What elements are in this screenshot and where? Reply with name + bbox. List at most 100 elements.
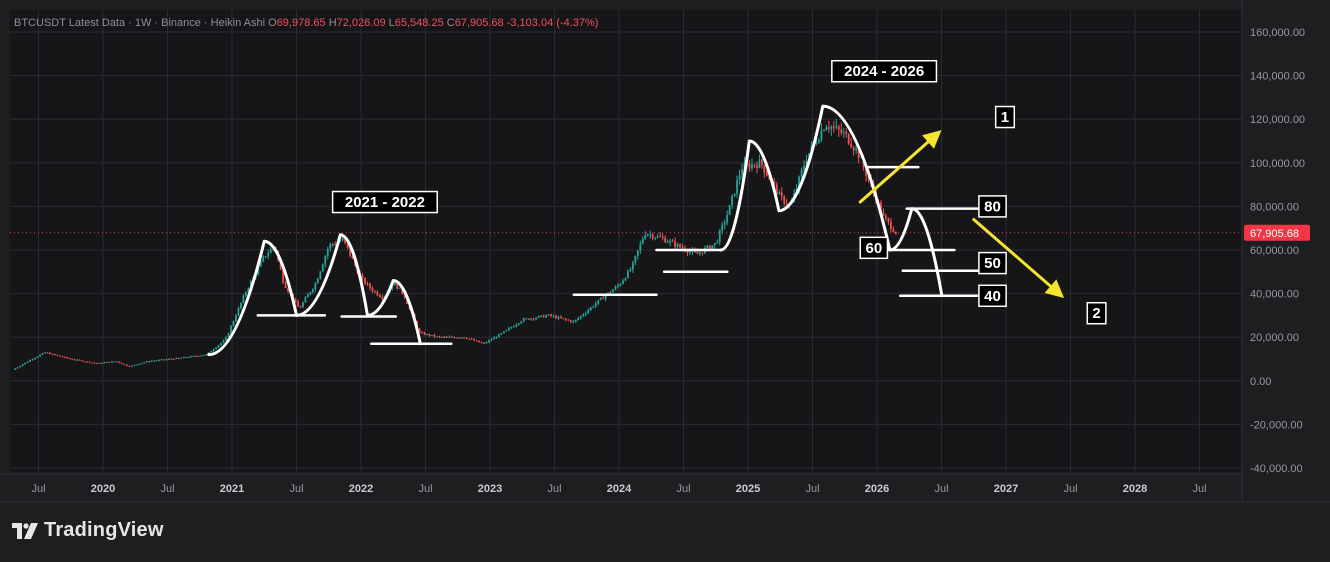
candle-body [143, 362, 146, 364]
candle-body [192, 355, 195, 357]
candle-body [180, 357, 183, 359]
candle-body [555, 316, 557, 319]
x-tick-label: Jul [289, 483, 303, 495]
level-label-40: 40 [978, 284, 1007, 308]
candle-body [520, 321, 523, 324]
candle-body [614, 286, 617, 290]
candle-body [433, 334, 436, 337]
candle-body [892, 229, 895, 232]
candle-body [473, 339, 476, 341]
candle-body [493, 337, 495, 340]
y-tick-label: 60,000.00 [1250, 245, 1299, 257]
candle-body [681, 247, 684, 249]
candle-body [58, 355, 61, 357]
candle-body [557, 316, 560, 319]
level-label-40-box [978, 284, 1007, 308]
candle-body [376, 291, 379, 296]
candle-body [527, 318, 530, 320]
candle-body [636, 250, 639, 257]
scenario-label-1: 1 [994, 105, 1016, 129]
candle-body [604, 295, 607, 300]
scenario-label-1-text: 1 [1001, 109, 1009, 126]
candle-body [708, 245, 711, 250]
candle-body [190, 356, 193, 358]
candle-body [535, 317, 538, 320]
candle-body [428, 334, 431, 336]
tradingview-logo[interactable]: TradingView [12, 519, 164, 542]
candle-body [619, 283, 622, 286]
candle-body [751, 164, 753, 169]
candle-body [220, 342, 222, 346]
candle-body [728, 204, 731, 216]
x-tick-label: Jul [547, 483, 561, 495]
candle-body [480, 342, 483, 344]
candle-body [125, 364, 128, 367]
candle-body [309, 292, 312, 295]
candle-body [44, 352, 46, 354]
x-tick-label: Jul [1063, 483, 1077, 495]
candle-body [244, 292, 247, 296]
tradingview-logo-icon [12, 522, 38, 539]
candle-body [66, 357, 69, 359]
symbol-info[interactable]: BTCUSDT Latest Data · 1W · Binance · Hei… [14, 17, 266, 29]
candle-body [507, 328, 510, 330]
candle-body [857, 148, 860, 158]
candle-body [741, 169, 743, 176]
y-tick-label: 100,000.00 [1250, 158, 1305, 170]
candle-body [19, 365, 22, 368]
x-tick-label: 2025 [736, 483, 760, 495]
scenario-label-1-box [994, 105, 1016, 129]
candle-body [351, 255, 354, 259]
open-value: 69,978.65 [276, 17, 326, 29]
candle-body [510, 327, 513, 329]
candle-body [711, 245, 714, 250]
candle-body [651, 234, 654, 239]
candle-body [463, 337, 466, 339]
candle-body [785, 203, 788, 205]
candle-body [537, 316, 540, 318]
candle-body [560, 316, 562, 319]
candle-body [344, 237, 347, 243]
candle-body [21, 364, 24, 366]
candle-body [569, 320, 572, 323]
candle-body [294, 299, 297, 302]
high-label: H [328, 17, 337, 29]
y-tick-label: 80,000.00 [1250, 201, 1299, 213]
support-resistance-lines [256, 165, 992, 345]
candle-body [659, 236, 662, 238]
candle-body [103, 362, 106, 364]
candle-body [453, 337, 456, 339]
candle-body [679, 244, 681, 248]
candle-body [579, 315, 582, 319]
candle-body [302, 302, 304, 308]
candle-body [756, 165, 758, 168]
candle-body [517, 323, 520, 325]
candle-body [158, 359, 160, 361]
plot-area[interactable] [10, 10, 1242, 472]
candle-body [217, 345, 220, 348]
candle-body [475, 340, 478, 342]
candle-body [671, 240, 674, 242]
grid-lines [0, 0, 1330, 503]
candle-body [664, 237, 667, 243]
candle-body [602, 297, 605, 300]
candle-body [847, 133, 850, 144]
candle-body [115, 361, 118, 363]
level-label-80-box [978, 195, 1007, 218]
candle-body [783, 196, 786, 204]
cycle-label-2024-2026: 2024 - 2026 [831, 59, 938, 83]
close-value: 67,905.68 [454, 17, 504, 29]
last-price-tag: 67,905.68 [1244, 224, 1310, 241]
candle-body [230, 325, 232, 334]
candle-body [237, 308, 240, 316]
candle-body [800, 170, 803, 177]
candle-body [101, 362, 103, 364]
annotation-labels: 2021 - 2022 2024 - 2026 60 80 50 40 1 2 [331, 59, 1107, 325]
x-tick-label: 2022 [349, 483, 373, 495]
y-tick-label: 20,000.00 [1250, 332, 1299, 344]
candle-body [845, 131, 848, 134]
candle-body [832, 126, 835, 128]
candle-body [502, 331, 505, 334]
candle-body [148, 361, 151, 363]
